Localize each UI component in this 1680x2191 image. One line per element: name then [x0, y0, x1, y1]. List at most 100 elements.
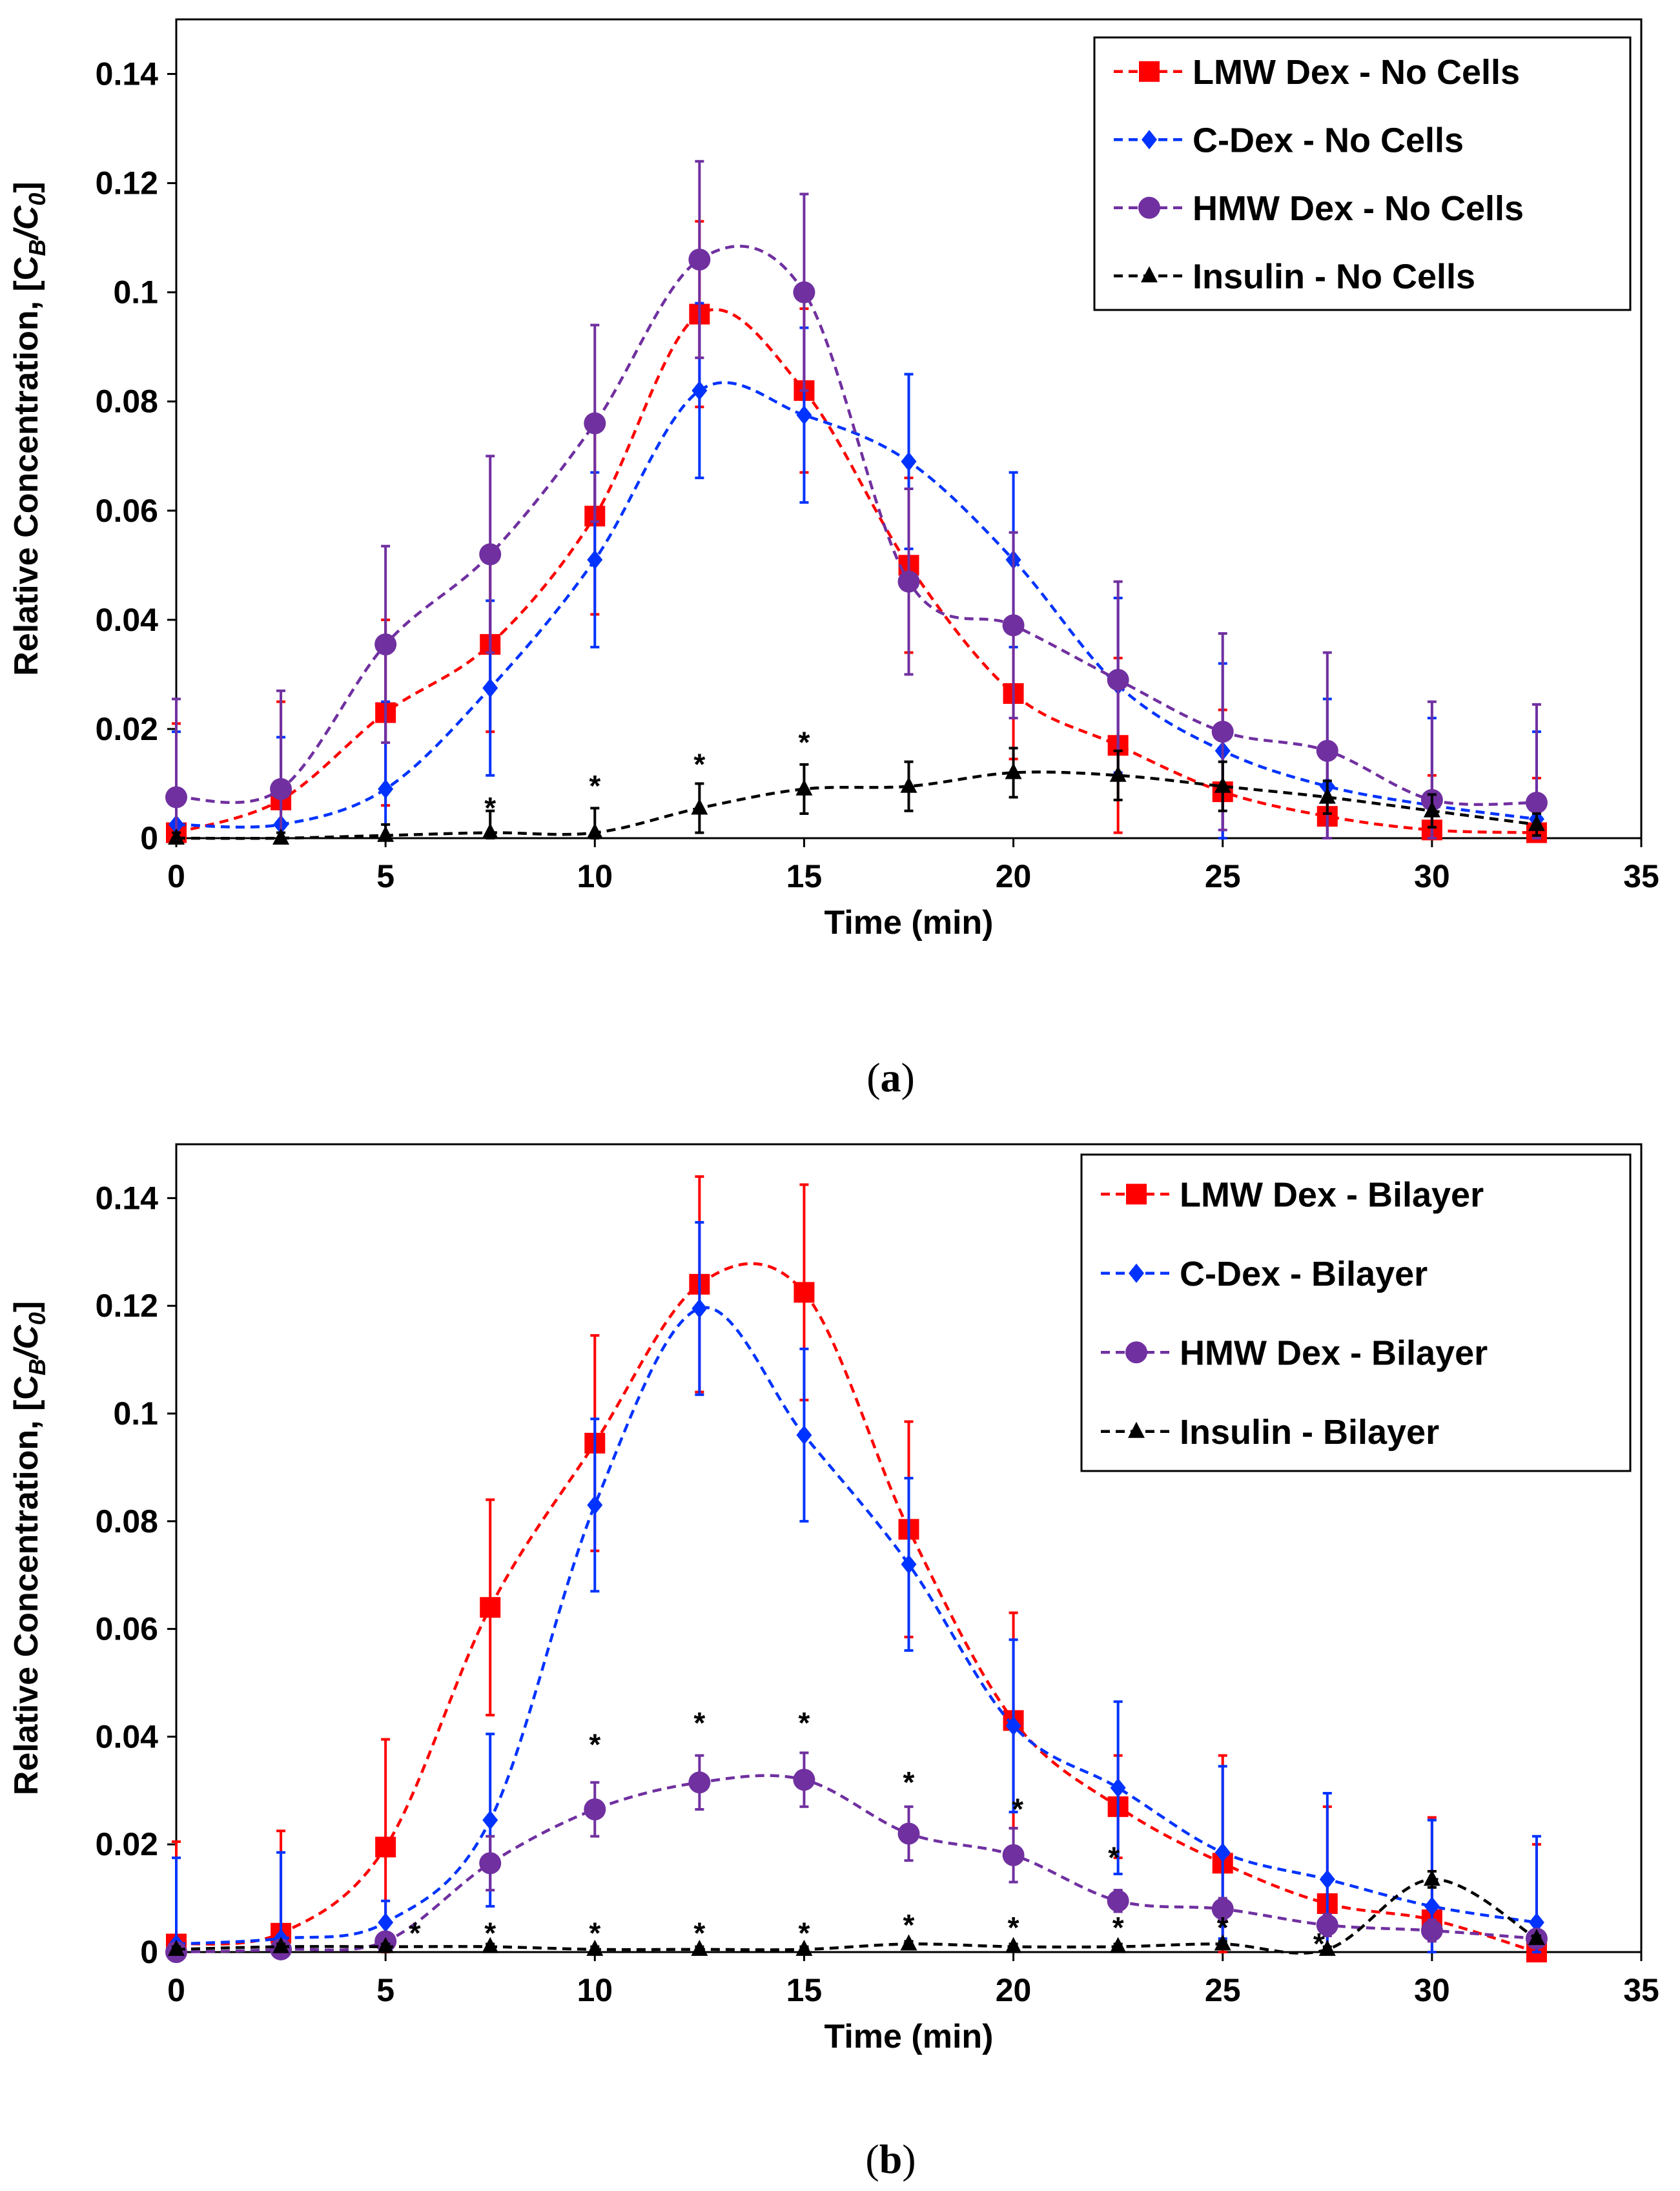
panel-caption: (a)	[866, 1054, 915, 1100]
x-axis-label: Time (min)	[825, 2018, 994, 2055]
legend-label: Insulin - Bilayer	[1180, 1413, 1439, 1452]
series-hmw-dex-bilayer	[165, 1751, 1548, 1963]
data-point	[1211, 1898, 1234, 1920]
significance-star: *	[1217, 1911, 1229, 1944]
x-tick-label: 35	[1623, 1972, 1659, 2008]
data-point	[378, 779, 394, 799]
legend-label: HMW Dex - No Cells	[1193, 189, 1524, 228]
legend-box	[1080, 1153, 1632, 1472]
x-tick-label: 25	[1205, 1972, 1241, 2008]
data-point	[374, 633, 397, 655]
data-point	[479, 543, 502, 566]
x-tick-label: 0	[167, 1972, 185, 2008]
series-hmw-dex-no-cells	[165, 159, 1548, 839]
data-point	[586, 1939, 604, 1956]
significance-star: *	[693, 747, 705, 781]
data-point	[1110, 1778, 1126, 1798]
significance-star: *	[484, 1916, 496, 1949]
series-line	[176, 770, 1537, 840]
data-point	[795, 779, 813, 796]
data-point	[480, 1597, 501, 1618]
data-point	[794, 1282, 815, 1303]
data-point	[587, 550, 603, 570]
data-point	[586, 823, 604, 839]
data-point	[1528, 1913, 1544, 1933]
data-point	[691, 1299, 708, 1319]
x-tick-label: 0	[167, 858, 185, 894]
data-point	[377, 825, 394, 842]
y-tick-label: 0	[140, 820, 158, 856]
data-point	[901, 1554, 917, 1574]
data-point	[1528, 814, 1545, 831]
y-tick-label: 0.14	[96, 1180, 159, 1216]
data-point	[1005, 763, 1022, 779]
significance-star: *	[798, 1916, 810, 1949]
legend-swatch-marker	[1141, 266, 1158, 283]
significance-star: *	[589, 1728, 600, 1762]
series-insulin-bilayer	[168, 1869, 1545, 1956]
series-line	[176, 308, 1537, 834]
legend-label: C-Dex - No Cells	[1193, 121, 1464, 159]
data-point	[1107, 1889, 1129, 1912]
significance-star: *	[484, 791, 496, 825]
data-point	[482, 1937, 499, 1953]
data-point	[1214, 1934, 1231, 1951]
significance-star: *	[1108, 1841, 1120, 1875]
y-tick-label: 0.08	[96, 1503, 158, 1539]
data-point	[1423, 1869, 1440, 1886]
y-tick-label: 0.12	[96, 1288, 158, 1324]
series-line	[176, 1262, 1537, 1954]
data-point	[375, 1836, 396, 1858]
data-point	[1316, 1914, 1338, 1937]
data-point	[901, 451, 917, 471]
data-point	[1107, 668, 1129, 691]
legend-label: Insulin - No Cells	[1193, 257, 1475, 296]
y-tick-label: 0.04	[96, 602, 159, 638]
x-tick-label: 15	[786, 1972, 823, 2008]
data-point	[1002, 614, 1025, 637]
data-point	[691, 798, 708, 815]
x-tick-label: 5	[376, 858, 394, 894]
data-point	[584, 1798, 606, 1820]
data-point	[272, 1937, 290, 1953]
data-point	[1420, 1919, 1443, 1942]
x-tick-label: 35	[1623, 858, 1659, 894]
data-point	[1211, 721, 1234, 743]
data-point	[482, 678, 498, 698]
chart-panel-b: 0 0.02 0.04 0.06 0.08 0.1 0.12 0.14 0 5 10 15 20 25 30…	[8, 1143, 1659, 2182]
data-point	[691, 380, 708, 400]
x-tick-label: 25	[1205, 858, 1241, 894]
data-point	[793, 281, 815, 303]
legend: LMW Dex - No Cells C-Dex - No Cells HMW De…	[1093, 36, 1632, 311]
legend-swatch-marker	[1128, 1421, 1145, 1438]
significance-star: *	[1012, 1793, 1023, 1826]
x-tick-label: 20	[996, 1972, 1032, 2008]
x-axis-label: Time (min)	[825, 904, 994, 941]
x-tick-label: 30	[1414, 1972, 1450, 2008]
data-point	[1214, 1842, 1231, 1862]
data-point	[378, 1913, 394, 1933]
data-point	[1319, 1869, 1335, 1889]
legend-swatch-marker	[1126, 1184, 1147, 1205]
y-axis-label: Relative Concentration, [CB/C0]	[8, 181, 50, 675]
significance-star: *	[903, 1908, 915, 1942]
panel-caption: (b)	[865, 2136, 916, 2182]
significance-star: *	[589, 1916, 600, 1949]
significance-star: *	[409, 1916, 421, 1949]
significance-star: *	[903, 1765, 915, 1799]
data-point	[688, 248, 711, 271]
data-point	[1002, 1844, 1025, 1866]
data-point	[691, 1939, 708, 1956]
x-tick-label: 30	[1414, 858, 1450, 894]
significance-star: *	[589, 769, 600, 803]
legend-label: C-Dex - Bilayer	[1180, 1255, 1428, 1293]
y-tick-label: 0.12	[96, 165, 158, 201]
legend-swatch-marker	[1142, 130, 1157, 150]
data-point	[1528, 1929, 1545, 1946]
significance-star: *	[1112, 1911, 1124, 1944]
data-point	[1005, 1937, 1022, 1953]
y-tick-label: 0.06	[96, 493, 158, 529]
data-point	[1424, 1897, 1440, 1917]
plot-frame	[175, 18, 1643, 839]
